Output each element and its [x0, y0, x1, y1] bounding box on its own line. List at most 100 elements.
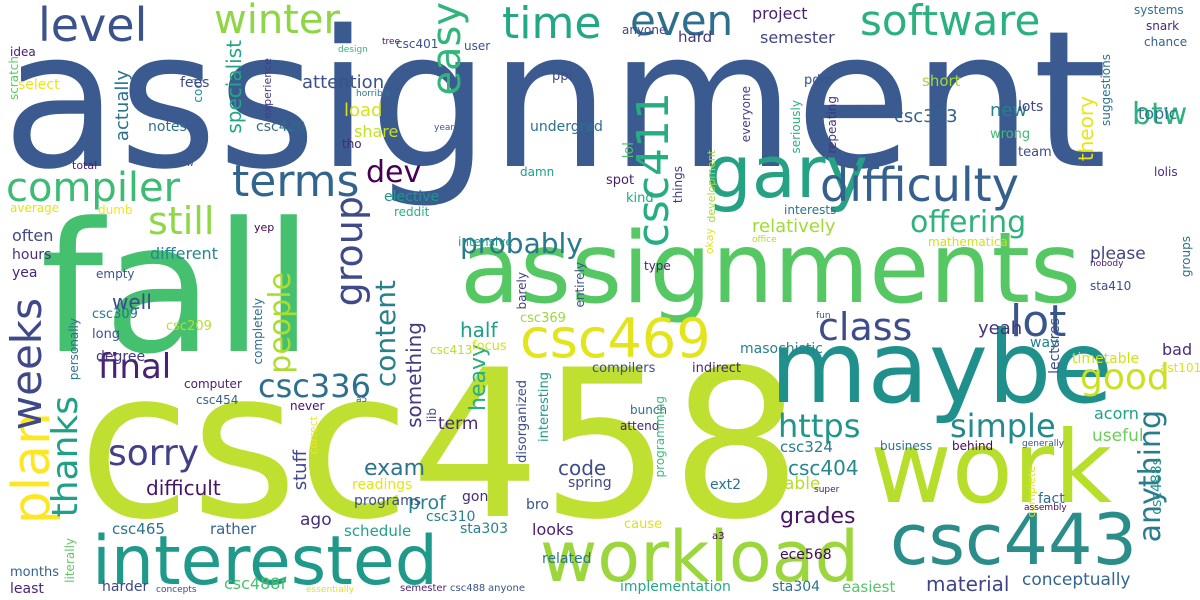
cloud-word: assembly: [1024, 503, 1067, 513]
cloud-word: well: [112, 290, 152, 314]
cloud-word: csc413: [430, 343, 473, 357]
cloud-word: csc404: [788, 456, 859, 480]
cloud-word: rather: [210, 520, 257, 538]
cloud-word: undergrad: [530, 119, 603, 135]
cloud-word: exam: [364, 456, 426, 481]
cloud-word: idea: [10, 45, 36, 59]
cloud-word: load: [344, 100, 383, 121]
cloud-word: csc420: [256, 119, 306, 135]
cloud-word: snark: [1146, 19, 1180, 33]
cloud-word: material: [926, 572, 1010, 596]
cloud-word: fees: [180, 75, 210, 91]
cloud-word: assignment: [2, 0, 1108, 211]
cloud-word: groups: [1179, 236, 1193, 278]
cloud-word: csc310: [426, 509, 476, 525]
cloud-word: weeks: [2, 298, 51, 431]
cloud-word: probably: [460, 227, 583, 260]
cloud-word: even: [630, 0, 734, 45]
cloud-word: dev: [366, 155, 422, 190]
cloud-word: yep: [254, 221, 275, 234]
cloud-word: fall: [40, 185, 314, 394]
cloud-word: easiest: [842, 578, 896, 596]
cloud-word: bad: [1162, 340, 1193, 359]
cloud-word: pdm: [804, 73, 834, 88]
cloud-word: able: [784, 474, 821, 494]
cloud-word: csc401: [396, 37, 439, 51]
cloud-word: entirely: [573, 262, 587, 308]
cloud-word: different: [150, 244, 218, 263]
cloud-word: often: [12, 226, 54, 245]
cloud-word: thanks: [45, 396, 86, 518]
cloud-word: content: [369, 280, 402, 388]
cloud-word: compilers: [592, 361, 656, 376]
cloud-word: related: [542, 551, 592, 567]
cloud-word: sta303: [460, 521, 509, 537]
cloud-word: suggestions: [1099, 54, 1113, 126]
cloud-word: csc488: [450, 583, 486, 594]
cloud-word: class: [818, 305, 913, 349]
cloud-word: attend: [620, 419, 660, 433]
cloud-word: compiler: [6, 165, 181, 211]
cloud-word: maybe: [770, 309, 1113, 426]
cloud-word: useful: [1092, 426, 1144, 446]
cloud-word: time: [502, 0, 602, 49]
cloud-word: hours: [12, 247, 52, 263]
cloud-word: sta304: [772, 579, 821, 595]
cloud-word: generally: [1022, 439, 1065, 449]
cloud-word: csc209: [166, 319, 212, 334]
cloud-word: interested: [92, 522, 438, 600]
cloud-word: timetable: [1072, 351, 1140, 367]
cloud-word: scratch: [7, 56, 21, 101]
cloud-word: literally: [63, 538, 77, 583]
cloud-word: gon: [462, 489, 489, 505]
cloud-word: least: [10, 581, 44, 597]
cloud-word: group: [327, 196, 371, 307]
cloud-word: indirect: [692, 361, 742, 376]
cloud-word: nobody: [1090, 259, 1124, 269]
cloud-word: ago: [300, 510, 332, 530]
cloud-word: offering: [910, 205, 1027, 240]
cloud-word: okay: [703, 228, 716, 255]
cloud-word: type: [644, 259, 671, 273]
cloud-word: assignments: [460, 212, 1082, 326]
cloud-word: everyone: [739, 86, 753, 143]
cloud-word: degree: [96, 349, 146, 365]
cloud-word: seriously: [789, 100, 803, 154]
cloud-word: yeah: [978, 318, 1023, 339]
cloud-word: grades: [780, 504, 856, 529]
cloud-word: select: [18, 77, 60, 93]
cloud-word: office: [752, 235, 777, 245]
cloud-word: super: [814, 485, 840, 495]
cloud-word: specialist: [222, 40, 246, 134]
cloud-word: damn: [520, 165, 555, 179]
cloud-word: development: [705, 150, 718, 223]
cloud-word: personally: [67, 318, 81, 381]
cloud-word: looks: [532, 520, 574, 539]
cloud-word: csc458: [78, 327, 802, 565]
cloud-word: difficulty: [820, 158, 1019, 212]
cloud-word: lolis: [1154, 165, 1178, 179]
cloud-word: tho: [342, 137, 362, 151]
cloud-word: tree: [382, 37, 401, 47]
cloud-word: please: [1090, 244, 1146, 264]
cloud-word: programs: [354, 493, 422, 509]
cloud-word: conceptually: [1022, 570, 1131, 590]
cloud-word: terms: [232, 156, 360, 207]
cloud-word: code: [558, 456, 607, 480]
cloud-word: spring: [568, 475, 612, 491]
cloud-word: csc369: [520, 311, 566, 326]
cloud-word: software: [860, 0, 1041, 45]
cloud-word: half: [460, 318, 498, 342]
cloud-word: horrible: [356, 89, 391, 99]
cloud-word: spot: [606, 173, 635, 188]
cloud-word: elective: [384, 189, 440, 205]
cloud-word: actually: [112, 70, 133, 142]
cloud-word: csc488f: [224, 574, 287, 593]
cloud-word: interests: [784, 203, 837, 217]
cloud-word: theory: [1074, 96, 1098, 162]
cloud-word: business: [880, 439, 933, 453]
cloud-word: yea: [12, 265, 38, 281]
cloud-word: short: [922, 72, 961, 90]
cloud-word: notes: [148, 119, 187, 135]
